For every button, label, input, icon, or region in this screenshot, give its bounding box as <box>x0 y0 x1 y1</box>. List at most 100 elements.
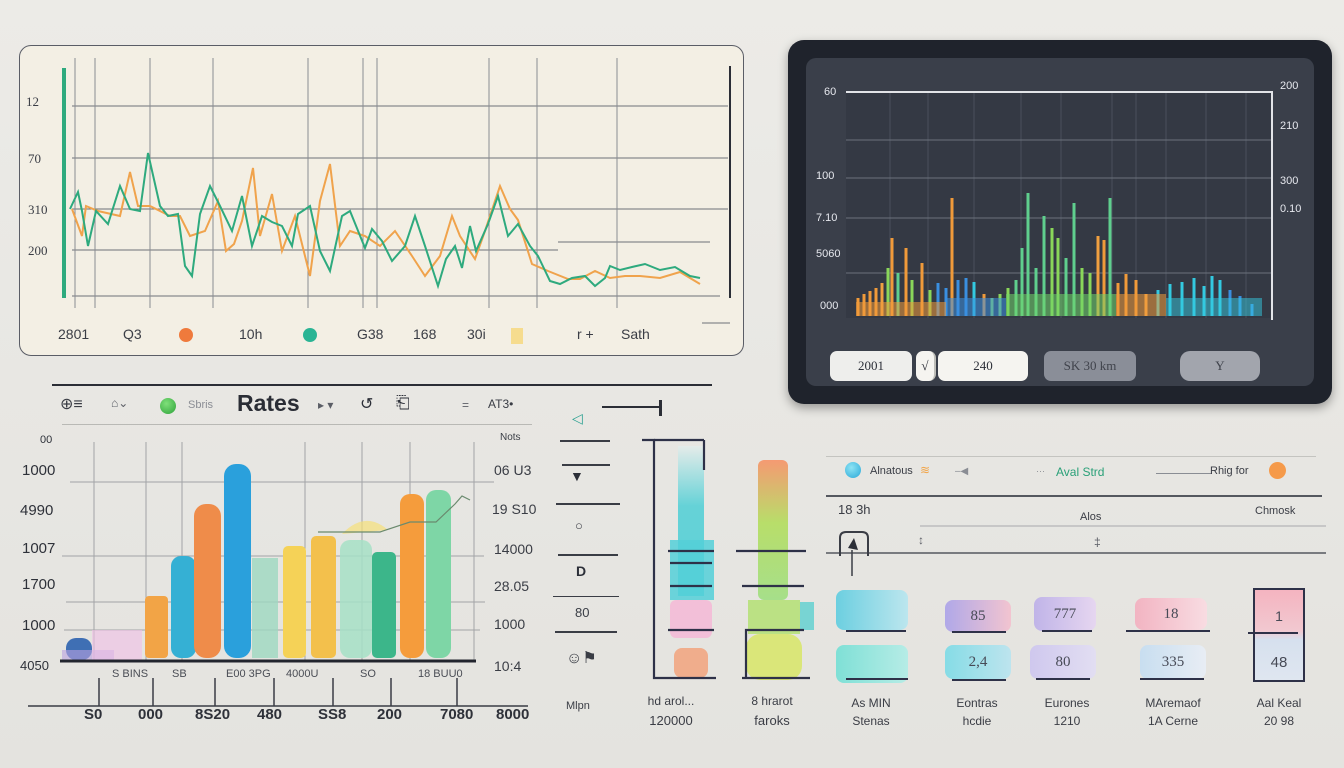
arrow-icon: –◀ <box>955 466 969 477</box>
end-value-field[interactable]: 240 <box>938 351 1028 381</box>
green-series-dot-icon[interactable] <box>303 328 317 342</box>
y-axis-label: 12 <box>26 94 39 109</box>
d-icon[interactable]: D <box>576 563 587 579</box>
y-axis-left-label: 1000 <box>22 462 56 479</box>
y-axis-left-label: 100 <box>816 170 835 182</box>
range-label: SK 30 km <box>1063 358 1117 373</box>
x-axis-top-label: S BINS <box>112 668 149 680</box>
legend-label: 168 <box>413 326 437 342</box>
x-axis-label: 480 <box>257 706 283 723</box>
home-icon[interactable]: ⌂⌄ <box>111 396 129 410</box>
play-icon[interactable]: ▸ ▾ <box>318 398 334 412</box>
y-axis-left-label: 4050 <box>20 658 49 673</box>
divider <box>952 679 1006 681</box>
triangle-icon[interactable]: ◁ <box>572 410 583 426</box>
divider <box>846 678 908 680</box>
y-axis-right-label: 200 <box>1280 80 1299 92</box>
line-chart-legend: 2801 Q3 10h G38 168 30i r + Sath <box>20 326 743 350</box>
legend-dot-icon <box>845 462 861 478</box>
legend-label: Alnatous <box>870 465 913 477</box>
y-axis-left-label: 1000 <box>22 617 56 634</box>
stat-card-value: 85 <box>970 607 986 624</box>
legend-dot-icon <box>1269 462 1286 479</box>
svg-text:↕: ↕ <box>918 533 924 547</box>
divider <box>62 424 532 425</box>
filter-icon[interactable]: ⊕≡ <box>60 396 83 413</box>
y-axis-label: 310 <box>28 202 48 217</box>
stat-card-bottom[interactable] <box>836 645 908 683</box>
stat-card-bottom[interactable]: 80 <box>1030 645 1096 679</box>
x-axis-label: 7080 <box>440 706 474 723</box>
line-chart-panel: 12 70 310 200 2801 Q3 10h G38 168 30i r … <box>19 45 744 356</box>
people-icon: ☺⚑ <box>566 650 597 667</box>
stat-caption: 20 98 <box>1263 714 1295 728</box>
x-axis-top-label: SO <box>360 668 376 680</box>
divider <box>562 464 610 466</box>
yellow-series-square-icon[interactable] <box>511 328 523 344</box>
y-axis-left-label: 60 <box>824 86 837 98</box>
refresh-icon[interactable]: ↺ <box>360 396 374 413</box>
y-axis-right-label: 300 <box>1280 175 1299 187</box>
start-value: 2001 <box>858 358 884 373</box>
legend-label: Aval Strd <box>1056 465 1105 479</box>
divider <box>846 630 906 632</box>
x-axis-top-label: 4000U <box>286 668 319 680</box>
y-axis-right-label: 10:4 <box>494 658 522 674</box>
axis-right-label: Chmosk <box>1255 505 1296 517</box>
stat-card-value: 777 <box>1053 605 1077 622</box>
divider <box>1126 630 1210 632</box>
line-chart-plot <box>62 58 731 324</box>
stat-caption: Eontras <box>956 696 998 710</box>
divider <box>555 631 617 633</box>
y-axis-label: 200 <box>28 243 48 258</box>
stat-card-top[interactable]: 85 <box>945 600 1011 632</box>
legend-label: 10h <box>239 326 263 342</box>
stat-card-top[interactable] <box>836 590 908 630</box>
stat-card-bottom[interactable]: 335 <box>1140 645 1206 679</box>
mid-value: 80 <box>575 605 590 620</box>
legend-label: 30i <box>467 326 486 342</box>
slider-track[interactable] <box>602 406 662 408</box>
gauge-caption: hd arol... <box>647 694 695 708</box>
stat-card-top[interactable]: 18 <box>1135 598 1207 630</box>
stat-caption: 1210 <box>1053 714 1081 728</box>
end-value: 240 <box>973 358 993 373</box>
legend-label: 2801 <box>58 326 90 342</box>
x-axis-top-label: SB <box>172 668 187 680</box>
slider-handle[interactable] <box>659 400 662 416</box>
series-label: Sbris <box>188 399 214 411</box>
chart-title: Rates <box>237 390 300 416</box>
gauge-bars <box>642 438 814 680</box>
divider <box>1140 678 1204 680</box>
stat-caption: hcdie <box>962 714 992 728</box>
toolbar-right-label: AT3• <box>488 397 514 411</box>
heart-icon[interactable]: ▼ <box>570 468 584 484</box>
divider <box>1036 678 1090 680</box>
gauge-value: 120000 <box>649 713 693 728</box>
y-axis-right-label: 19 S10 <box>492 501 537 517</box>
divider <box>1248 632 1298 634</box>
orange-series-dot-icon[interactable] <box>179 328 193 342</box>
y-axis-right-label: 210 <box>1280 120 1299 132</box>
start-value-field[interactable]: 2001 <box>830 351 912 381</box>
print-icon[interactable]: ⎗ <box>396 393 410 412</box>
y-axis-left-label: 1700 <box>22 576 56 593</box>
stat-gauge-box[interactable]: 1 48 <box>1253 588 1305 682</box>
menu-icon[interactable]: = <box>462 398 470 412</box>
y-axis-right-label: 28.05 <box>494 578 530 594</box>
extra-button[interactable]: Y <box>1180 351 1260 381</box>
x-axis-label: 200 <box>377 706 403 723</box>
spectrum-device-frame: 60 100 7.10 5060 000 200 210 300 0.10 20… <box>788 40 1332 404</box>
x-axis-label: 000 <box>138 706 164 723</box>
stat-caption: Stenas <box>852 714 890 728</box>
check-toggle[interactable]: √ <box>916 351 936 381</box>
stat-caption: As MIN <box>851 696 891 710</box>
circle-icon[interactable]: ○ <box>575 518 583 533</box>
stat-card-top[interactable]: 777 <box>1034 597 1096 631</box>
divider <box>553 596 619 597</box>
axis-left-label: 18 3h <box>838 502 871 517</box>
stat-card-bottom[interactable]: 2,4 <box>945 645 1011 679</box>
series-dot-icon <box>160 398 176 414</box>
range-button[interactable]: SK 30 km <box>1044 351 1136 381</box>
divider <box>52 384 712 386</box>
